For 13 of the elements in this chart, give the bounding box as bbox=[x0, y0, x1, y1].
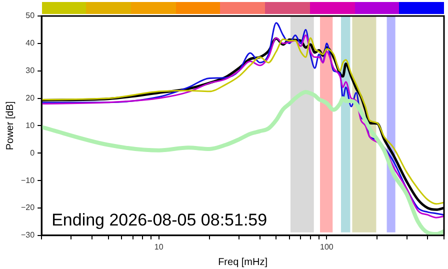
y-axis-title: Power [dB] bbox=[4, 101, 16, 150]
y-tick-label: −20 bbox=[20, 203, 36, 212]
y-tick-label: 50 bbox=[26, 11, 36, 20]
x-axis-title: Freq [mHz] bbox=[218, 256, 268, 268]
x-tick-label: 100 bbox=[320, 242, 334, 252]
y-tick-label: −10 bbox=[20, 176, 36, 185]
y-tick-label: 0 bbox=[30, 148, 36, 158]
y-tick-label: 20 bbox=[26, 93, 36, 102]
annotation: Ending 2026-08-05 08:51:59 bbox=[52, 210, 268, 230]
y-tick-label: 40 bbox=[26, 38, 36, 48]
y-tick-label: −30 bbox=[20, 230, 36, 240]
y-tick-label: 30 bbox=[26, 66, 36, 76]
y-tick-label: 10 bbox=[26, 120, 36, 130]
